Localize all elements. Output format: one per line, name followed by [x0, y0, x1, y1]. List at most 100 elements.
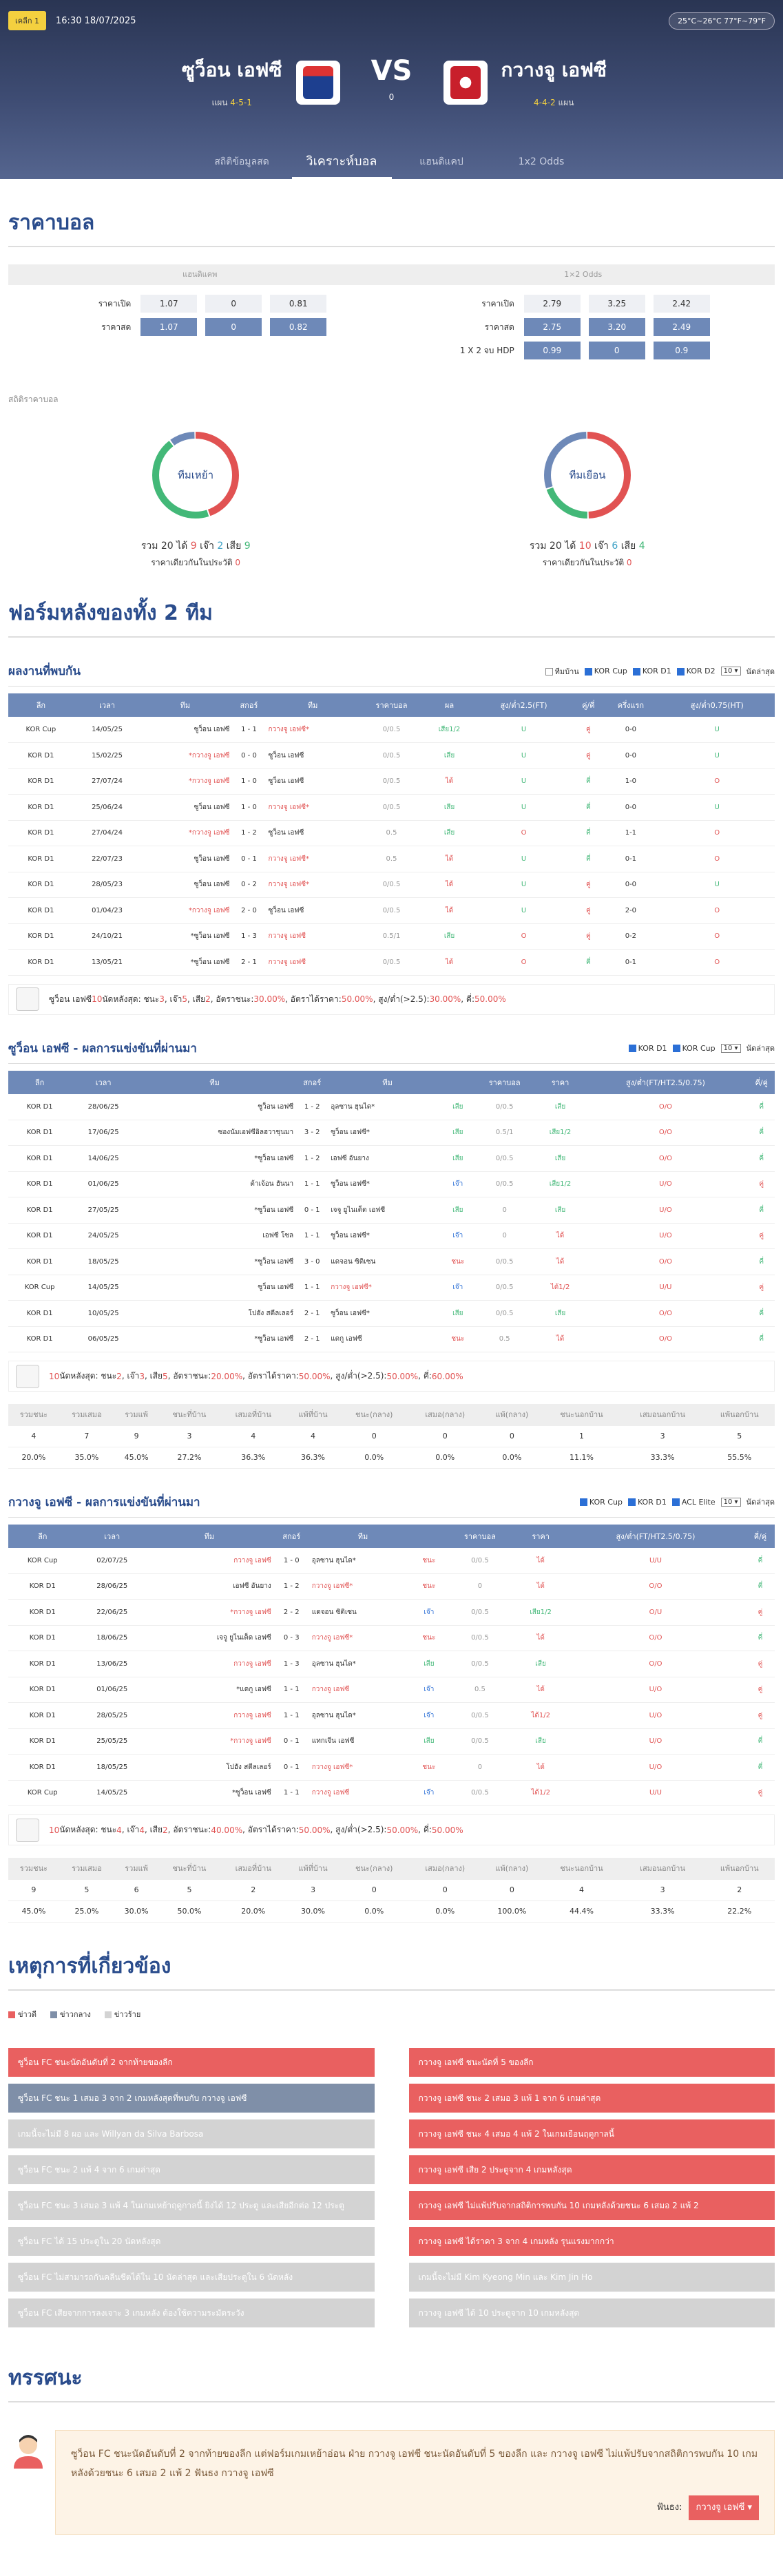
filter-0[interactable]: KOR Cup: [580, 1498, 623, 1507]
table-cell[interactable]: *ซูว็อน เอฟซี: [136, 1249, 293, 1275]
count-select[interactable]: 10 ▾: [721, 1044, 741, 1053]
event-item[interactable]: กวางจู เอฟซี เสีย 2 ประตูจาก 4 เกมหลังสุ…: [409, 2155, 775, 2184]
table-cell[interactable]: *แดกู เอฟซี: [147, 1677, 271, 1703]
table-cell[interactable]: ซูว็อน เอฟซี*: [331, 1120, 444, 1146]
table-cell[interactable]: *กวางจู เอฟซี: [140, 768, 229, 795]
odds-value[interactable]: 0: [589, 342, 645, 359]
event-item[interactable]: กวางจู เอฟซี ชนะ 4 เสมอ 4 แพ้ 2 ในเกมเยื…: [409, 2119, 775, 2148]
table-cell[interactable]: กวางจู เอฟซี: [269, 923, 357, 950]
table-cell[interactable]: กวางจู เอฟซี*: [269, 872, 357, 898]
table-cell[interactable]: *ซูว็อน เอฟซี: [140, 950, 229, 976]
table-cell[interactable]: ซูว็อน เอฟซี: [269, 768, 357, 795]
odds-value[interactable]: 2.42: [654, 295, 710, 313]
event-item[interactable]: กวางจู เอฟซี ไม่แพ้ปรับจากสถิติการพบกัน …: [409, 2191, 775, 2220]
table-cell[interactable]: เอฟซี อันยาง: [147, 1573, 271, 1600]
count-select[interactable]: 10 ▾: [721, 667, 741, 676]
checkbox-icon[interactable]: [580, 1498, 587, 1506]
table-cell[interactable]: *ซูว็อน เอฟซี: [136, 1326, 293, 1352]
odds-value[interactable]: 3.20: [589, 318, 645, 336]
odds-value[interactable]: 1.07: [140, 295, 197, 313]
table-cell[interactable]: *กวางจู เอฟซี: [140, 743, 229, 769]
away-team[interactable]: กวางจู เอฟซี 4-4-2 แผน: [443, 55, 747, 109]
table-cell[interactable]: ซูว็อน เอฟซี: [140, 717, 229, 743]
table-cell[interactable]: แดจอน ซิติเซน: [312, 1600, 414, 1626]
table-cell[interactable]: อุลซาน ฮุนได*: [331, 1094, 444, 1120]
table-cell[interactable]: ซูว็อน เอฟซี*: [331, 1301, 444, 1327]
table-cell[interactable]: กวางจู เอฟซี: [147, 1651, 271, 1677]
odds-value[interactable]: 2.75: [524, 318, 581, 336]
table-cell[interactable]: กวางจู เอฟซี: [269, 950, 357, 976]
event-item[interactable]: ซูว็อน FC เสียจากการลงเจาะ 3 เกมหลัง ต้อ…: [8, 2298, 375, 2327]
event-item[interactable]: ซูว็อน FC ไม่สามารถกันคลีนชีตได้ใน 10 นั…: [8, 2263, 375, 2292]
table-cell[interactable]: *กวางจู เอฟซี: [147, 1600, 271, 1626]
table-cell[interactable]: ซูว็อน เอฟซี*: [331, 1171, 444, 1197]
table-cell[interactable]: *ซูว็อน เอฟซี: [136, 1197, 293, 1224]
odds-value[interactable]: 2.49: [654, 318, 710, 336]
table-cell[interactable]: กวางจู เอฟซี: [312, 1780, 414, 1806]
table-cell[interactable]: กวางจู เอฟซี: [147, 1703, 271, 1729]
table-cell[interactable]: *กวางจู เอฟซี: [140, 898, 229, 924]
event-item[interactable]: ซูว็อน FC ได้ 15 ประตูใน 20 นัดหลังสุด: [8, 2227, 375, 2256]
filter-3[interactable]: KOR D2: [677, 667, 716, 676]
filter-1[interactable]: KOR Cup: [585, 667, 627, 676]
table-cell[interactable]: โปฮัง สตีลเลอร์: [147, 1755, 271, 1781]
table-cell[interactable]: *ซูว็อน เอฟซี: [136, 1146, 293, 1172]
event-item[interactable]: เกมนี้จะไม่มี 8 ผอ และ Willyan da Silva …: [8, 2119, 375, 2148]
table-cell[interactable]: กวางจู เอฟซี*: [312, 1573, 414, 1600]
checkbox-icon[interactable]: [672, 1498, 680, 1506]
table-cell[interactable]: กวางจู เอฟซี: [312, 1677, 414, 1703]
tab-analysis[interactable]: วิเคราะห์บอล: [292, 145, 392, 179]
table-cell[interactable]: โปฮัง สตีลเลอร์: [136, 1301, 293, 1327]
table-cell[interactable]: กวางจู เอฟซี: [147, 1548, 271, 1574]
league-badge[interactable]: เคลีก 1: [8, 11, 46, 30]
odds-value[interactable]: 0.81: [270, 295, 326, 313]
table-cell[interactable]: ต้าเจ้อน ฮันนา: [136, 1171, 293, 1197]
table-cell[interactable]: เจจู ยูไนเต็ด เอฟซี: [331, 1197, 444, 1224]
checkbox-icon[interactable]: [677, 668, 685, 676]
table-cell[interactable]: ซูว็อน เอฟซี: [140, 872, 229, 898]
odds-value[interactable]: 0.82: [270, 318, 326, 336]
event-item[interactable]: กวางจู เอฟซี ได้ 10 ประตูจาก 10 เกมหลังส…: [409, 2298, 775, 2327]
odds-value[interactable]: 2.79: [524, 295, 581, 313]
table-cell[interactable]: *ซูว็อน เอฟซี: [147, 1780, 271, 1806]
filter-0[interactable]: ทีมบ้าน: [545, 665, 579, 678]
table-cell[interactable]: กวางจู เอฟซี*: [269, 846, 357, 872]
table-cell[interactable]: ซูว็อน เอฟซี*: [331, 1223, 444, 1249]
event-item[interactable]: ซูว็อน FC ชนะ 2 แพ้ 4 จาก 6 เกมล่าสุด: [8, 2155, 375, 2184]
table-cell[interactable]: เจจู ยูไนเต็ด เอฟซี: [147, 1625, 271, 1651]
table-cell[interactable]: เอฟซี โซล: [136, 1223, 293, 1249]
home-team[interactable]: ซูว็อน เอฟซี แผน 4-5-1: [37, 55, 340, 109]
event-item[interactable]: ซูว็อน FC ชนะ 1 เสมอ 3 จาก 2 เกมหลังสุดท…: [8, 2084, 375, 2113]
table-cell[interactable]: *กวางจู เอฟซี: [147, 1728, 271, 1755]
table-cell[interactable]: ซูว็อน เอฟซี: [140, 846, 229, 872]
table-cell[interactable]: ซูว็อน เอฟซี: [136, 1094, 293, 1120]
table-cell[interactable]: ซูว็อน เอฟซี: [136, 1275, 293, 1301]
odds-value[interactable]: 1.07: [140, 318, 197, 336]
tab-live-stats[interactable]: สถิติข้อมูลสด: [192, 145, 292, 179]
table-cell[interactable]: เอฟซี อันยาง: [331, 1146, 444, 1172]
tab-handicap[interactable]: แฮนดิแคป: [392, 145, 492, 179]
count-select[interactable]: 10 ▾: [721, 1498, 741, 1507]
event-item[interactable]: เกมนี้จะไม่มี Kim Kyeong Min และ Kim Jin…: [409, 2263, 775, 2292]
